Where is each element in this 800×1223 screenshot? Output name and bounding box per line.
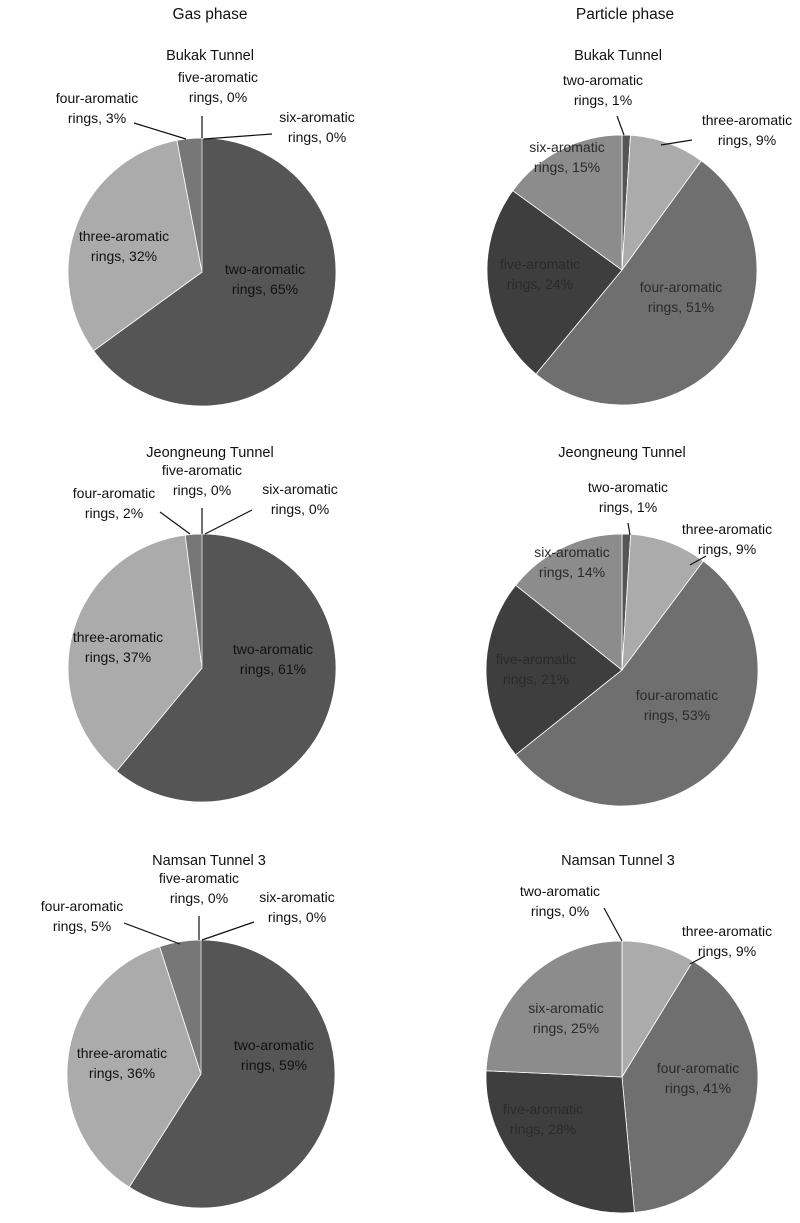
data-label-six-aromatic-rings: six-aromatic rings, 0% (259, 889, 334, 925)
data-label-four-aromatic-rings: four-aromatic rings, 53% (636, 687, 718, 723)
leader-line-two-aromatic-rings (627, 522, 631, 536)
pie-slice-four-aromatic-rings (621, 960, 759, 1213)
data-label-three-aromatic-rings: three-aromatic rings, 9% (682, 923, 772, 959)
pie-particle-phase-jeongneung-tunnel: Jeongneung Tunnel two-aromatic rings, 1% th… (485, 445, 772, 807)
pie-particle-phase-bukak-tunnel: Bukak Tunnel two-aromatic rings, 1% three-a… (486, 48, 792, 406)
data-label-two-aromatic-rings: two-aromatic rings, 65% (225, 261, 305, 297)
data-label-four-aromatic-rings: four-aromatic rings, 2% (73, 485, 155, 521)
pie-slice-four-aromatic-rings (535, 160, 758, 406)
pie-slice-three-aromatic-rings (621, 533, 704, 672)
data-label-five-aromatic-rings: five-aromatic rings, 0% (162, 462, 242, 498)
data-label-four-aromatic-rings: four-aromatic rings, 5% (41, 898, 123, 934)
pie-title: Namsan Tunnel 3 (561, 853, 675, 869)
data-label-two-aromatic-rings: two-aromatic rings, 61% (233, 641, 313, 677)
pie-gas-phase-namsan-tunnel-3: Namsan Tunnel 3 two-aromatic rings, 59% thr… (41, 853, 336, 1209)
leader-line-six-aromatic-rings (204, 509, 253, 535)
data-label-five-aromatic-rings: five-aromatic rings, 0% (159, 870, 239, 906)
leader-line-three-aromatic-rings (689, 955, 706, 965)
data-label-three-aromatic-rings: three-aromatic rings, 32% (79, 228, 169, 264)
leader-line-six-aromatic-rings (203, 133, 273, 140)
pie-slice-five-aromatic-rings (485, 1070, 635, 1214)
data-label-four-aromatic-rings: four-aromatic rings, 41% (657, 1060, 739, 1096)
pie-gas-phase-jeongneung-tunnel: Jeongneung Tunnel two-aromatic rings, 61% t… (67, 445, 338, 803)
pie-particle-phase-namsan-tunnel-3: Namsan Tunnel 3 two-aromatic rings, 0% thre… (485, 853, 772, 1214)
pie-title: Jeongneung Tunnel (558, 445, 685, 461)
leader-line-four-aromatic-rings (159, 511, 191, 535)
pie-slice-three-aromatic-rings (67, 139, 203, 352)
pie-slice-two-aromatic-rings (128, 939, 336, 1209)
data-label-six-aromatic-rings: six-aromatic rings, 15% (529, 139, 604, 175)
data-label-six-aromatic-rings: six-aromatic rings, 25% (528, 1000, 603, 1036)
data-label-two-aromatic-rings: two-aromatic rings, 0% (520, 883, 600, 919)
data-label-two-aromatic-rings: two-aromatic rings, 59% (234, 1037, 314, 1073)
data-label-five-aromatic-rings: five-aromatic rings, 24% (500, 256, 580, 292)
leader-line-two-aromatic-rings (603, 907, 623, 942)
pie-slice-five-aromatic-rings (486, 190, 623, 375)
data-label-three-aromatic-rings: three-aromatic rings, 9% (682, 521, 772, 557)
pie-slice-four-aromatic-rings (515, 560, 759, 807)
pie-gas-phase-bukak-tunnel: Bukak Tunnel two-aromatic rings, 65% three-… (56, 48, 355, 407)
pie-slice-three-aromatic-rings (67, 534, 203, 772)
data-label-five-aromatic-rings: five-aromatic rings, 28% (503, 1101, 583, 1137)
data-label-two-aromatic-rings: two-aromatic rings, 1% (588, 479, 668, 515)
pie-title: Namsan Tunnel 3 (152, 853, 266, 869)
data-label-five-aromatic-rings: five-aromatic rings, 21% (496, 651, 576, 687)
data-label-five-aromatic-rings: five-aromatic rings, 0% (178, 69, 258, 105)
gas-phase-column-title: Gas phase (172, 6, 248, 23)
data-label-three-aromatic-rings: three-aromatic rings, 37% (73, 629, 163, 665)
data-label-two-aromatic-rings: two-aromatic rings, 1% (563, 72, 643, 108)
pie-slice-two-aromatic-rings (116, 533, 337, 803)
data-label-six-aromatic-rings: six-aromatic rings, 0% (279, 109, 354, 145)
pie-title: Jeongneung Tunnel (146, 445, 273, 461)
pie-title: Bukak Tunnel (166, 48, 254, 64)
leader-line-four-aromatic-rings (123, 922, 181, 945)
pie-slice-six-aromatic-rings (515, 533, 623, 671)
pie-slice-three-aromatic-rings (66, 946, 202, 1188)
data-label-three-aromatic-rings: three-aromatic rings, 9% (702, 112, 792, 148)
pie-slice-two-aromatic-rings (93, 137, 337, 407)
data-label-three-aromatic-rings: three-aromatic rings, 36% (77, 1045, 167, 1081)
data-label-six-aromatic-rings: six-aromatic rings, 14% (534, 544, 609, 580)
data-label-four-aromatic-rings: four-aromatic rings, 51% (640, 279, 722, 315)
pie-slice-six-aromatic-rings (512, 134, 623, 271)
leader-line-two-aromatic-rings (616, 115, 625, 136)
leader-line-three-aromatic-rings (689, 555, 707, 566)
data-label-six-aromatic-rings: six-aromatic rings, 0% (262, 481, 337, 517)
pie-slice-five-aromatic-rings (485, 584, 623, 756)
pie-title: Bukak Tunnel (574, 48, 662, 64)
leader-line-three-aromatic-rings (660, 139, 693, 146)
leader-line-six-aromatic-rings (201, 921, 255, 941)
pie-slice-six-aromatic-rings (485, 940, 623, 1078)
leader-line-four-aromatic-rings (133, 122, 187, 140)
particle-phase-column-title: Particle phase (575, 6, 675, 23)
data-label-four-aromatic-rings: four-aromatic rings, 3% (56, 90, 138, 126)
